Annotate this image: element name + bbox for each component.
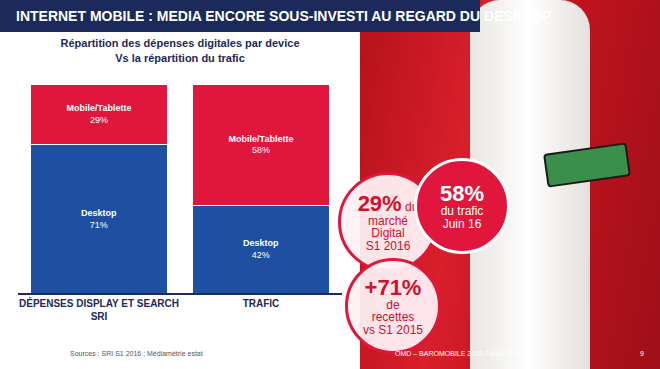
svg-text:Mobile/Tablette29%: Mobile/Tablette29% [67, 103, 132, 125]
html-text:+71%: +71% [364, 274, 422, 300]
html-text:de: de [386, 297, 400, 312]
html-text:OMD – BAROMOBILE 2016 24/11/20: OMD – BAROMOBILE 2016 24/11/2016 [395, 350, 520, 357]
svg-text:Desktop42%: Desktop42% [243, 238, 279, 260]
svg-text:DÉPENSES DISPLAY ET SEARCHSRI: DÉPENSES DISPLAY ET SEARCHSRI [19, 297, 179, 322]
html-text:recettes: recettes [371, 310, 415, 325]
html-text:du trafic: du trafic [440, 204, 484, 218]
html-text:vs S1 2015: vs S1 2015 [363, 322, 423, 337]
html-text:S1 2016: S1 2016 [365, 238, 411, 253]
html-text:INTERNET MOBILE : MEDIA ENCORE: INTERNET MOBILE : MEDIA ENCORE SOUS-INVE… [16, 8, 552, 24]
svg-text:Desktop71%: Desktop71% [81, 208, 117, 230]
html-text:Juin 16: Juin 16 [442, 216, 482, 231]
html-text:9: 9 [640, 350, 644, 357]
svg-text:Mobile/Tablette58%: Mobile/Tablette58% [229, 134, 294, 156]
html-text:Digital: Digital [371, 226, 405, 241]
html-text:Sources : SRI S1 2016 ; Médiam: Sources : SRI S1 2016 ; Médiamétrie esta… [70, 350, 203, 357]
html-text:29%du: 29%du [357, 190, 419, 216]
html-text:58%: 58% [440, 180, 484, 206]
svg-text:Répartition des dépenses digit: Répartition des dépenses digitales par d… [60, 37, 299, 63]
html-text:marché: marché [368, 213, 408, 228]
svg-text:TRAFIC: TRAFIC [243, 298, 280, 309]
